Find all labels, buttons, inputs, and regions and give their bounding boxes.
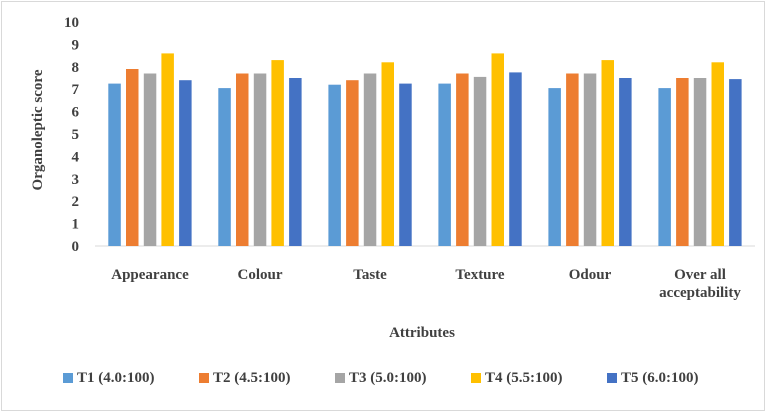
legend: T1 (4.0:100) T2 (4.5:100) T3 (5.0:100) T4 (… bbox=[63, 370, 699, 386]
bar bbox=[658, 88, 671, 246]
bar bbox=[583, 73, 597, 246]
legend-label: T3 (5.0:100) bbox=[349, 370, 427, 386]
legend-swatch bbox=[607, 373, 617, 383]
bars bbox=[108, 53, 742, 247]
y-tick-label: 5 bbox=[72, 127, 80, 143]
x-category-label: Over all bbox=[674, 267, 726, 283]
bar bbox=[566, 73, 579, 246]
bar bbox=[491, 53, 504, 247]
bar bbox=[619, 78, 632, 246]
bar bbox=[271, 60, 284, 246]
legend-label: T1 (4.0:100) bbox=[77, 370, 155, 386]
bar bbox=[509, 72, 522, 247]
x-category-label: Appearance bbox=[111, 267, 189, 283]
y-axis-ticks: 0 1 2 3 4 5 6 7 8 9 10 bbox=[64, 15, 80, 255]
y-tick-label: 2 bbox=[72, 194, 80, 210]
y-tick-label: 8 bbox=[72, 60, 80, 76]
y-tick-label: 9 bbox=[72, 37, 80, 53]
x-category-label: Colour bbox=[238, 267, 283, 283]
bar bbox=[381, 62, 394, 246]
bar bbox=[236, 73, 249, 246]
legend-swatch bbox=[199, 373, 209, 383]
bar bbox=[179, 80, 192, 246]
x-category-label: Taste bbox=[353, 267, 387, 283]
bar bbox=[218, 88, 231, 246]
bar bbox=[601, 60, 614, 246]
y-axis-title: Organoleptic score bbox=[30, 69, 46, 190]
bar bbox=[456, 73, 469, 246]
y-tick-label: 6 bbox=[72, 105, 80, 121]
bar bbox=[289, 78, 302, 246]
legend-label: T4 (5.5:100) bbox=[485, 370, 563, 386]
x-category-label: acceptability bbox=[659, 285, 741, 301]
y-tick-label: 0 bbox=[72, 239, 80, 255]
y-tick-label: 7 bbox=[72, 82, 80, 98]
bar bbox=[328, 84, 341, 246]
legend-swatch bbox=[63, 373, 73, 383]
y-tick-label: 1 bbox=[72, 217, 80, 233]
bar bbox=[363, 73, 377, 246]
x-category-label: Texture bbox=[455, 267, 505, 283]
x-category-label: Odour bbox=[569, 267, 612, 283]
y-tick-label: 10 bbox=[64, 15, 79, 31]
legend-label: T5 (6.0:100) bbox=[621, 370, 699, 386]
legend-label: T2 (4.5:100) bbox=[213, 370, 291, 386]
legend-swatch bbox=[335, 373, 345, 383]
bar bbox=[438, 83, 451, 246]
bar bbox=[693, 78, 707, 246]
bar bbox=[473, 76, 487, 247]
bar bbox=[711, 62, 724, 246]
bar bbox=[143, 73, 157, 246]
y-tick-label: 4 bbox=[72, 149, 80, 165]
bar bbox=[729, 79, 742, 246]
x-axis-categories: Appearance Colour Taste Texture Odour Over al… bbox=[111, 267, 741, 301]
bar bbox=[399, 83, 412, 246]
bar bbox=[346, 80, 359, 246]
legend-swatch bbox=[471, 373, 481, 383]
bar bbox=[548, 88, 561, 246]
bar bbox=[126, 69, 139, 246]
bar bbox=[161, 53, 174, 247]
x-axis-title: Attributes bbox=[389, 325, 455, 341]
bar bbox=[253, 73, 267, 246]
bar bbox=[676, 78, 689, 246]
y-tick-label: 3 bbox=[72, 172, 80, 188]
bar bbox=[108, 83, 121, 246]
